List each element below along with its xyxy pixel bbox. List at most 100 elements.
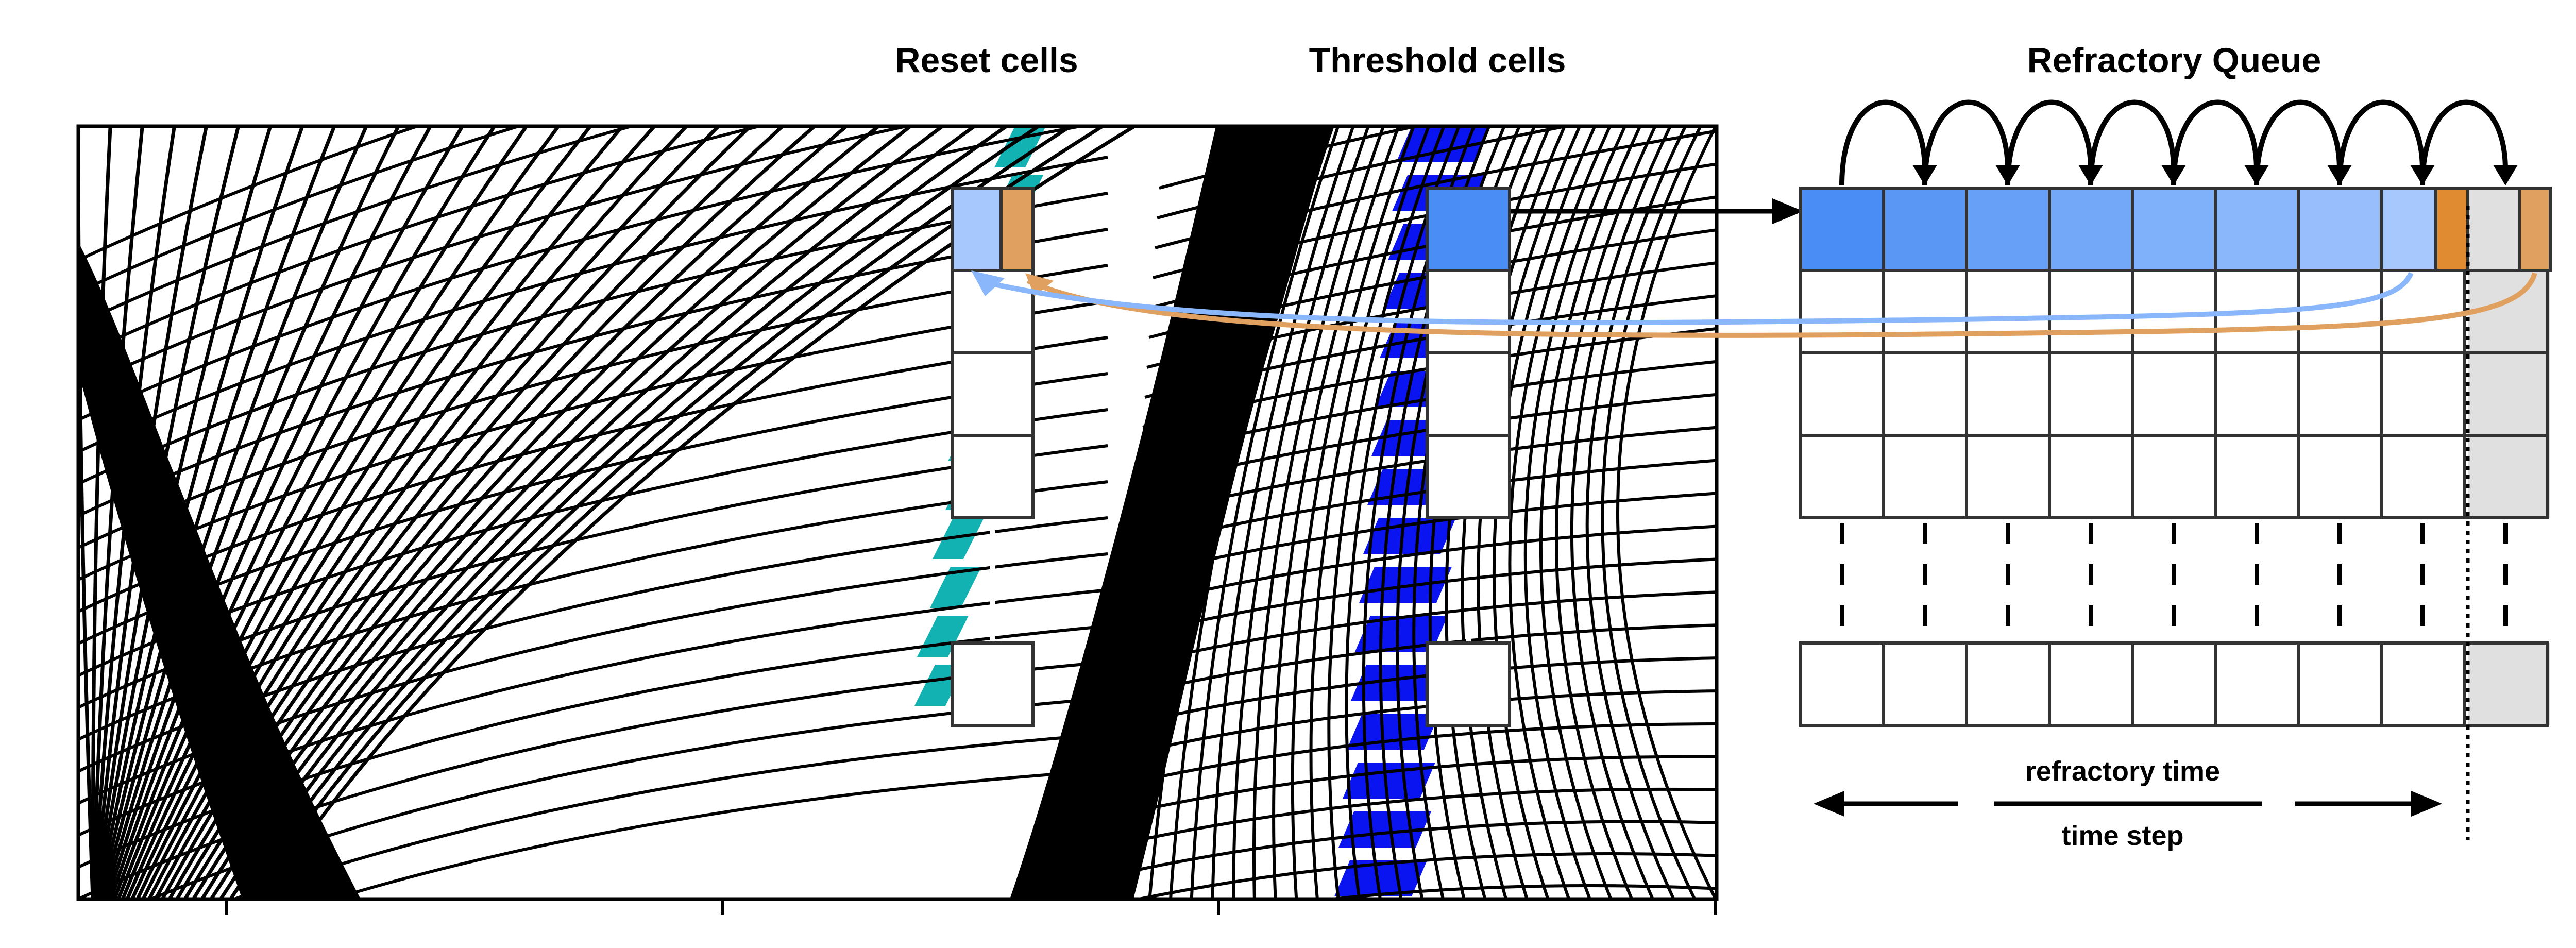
threshold-highlight-cell (1359, 567, 1452, 603)
queue-cell (2131, 641, 2217, 727)
blue-arrowhead (971, 270, 1005, 296)
threshold-cell (1426, 269, 1511, 354)
mesh-curve (130, 126, 624, 899)
queue-cell (1882, 269, 1968, 354)
curved-arrow-icon (2005, 99, 2093, 186)
queue-cell (2214, 351, 2300, 437)
mesh-cross-curve (78, 588, 1108, 837)
queue-cell (2380, 269, 2466, 354)
mesh-curve (116, 126, 528, 899)
mesh-cross-curve (78, 126, 422, 262)
mesh-cross-curve (78, 126, 637, 326)
queue-shift-arrows (1839, 99, 2518, 186)
queue-cell (1965, 434, 2051, 519)
left-arrow-icon (1814, 791, 1844, 817)
curved-arrow-icon (2171, 99, 2259, 186)
reset-cell (951, 641, 1035, 727)
queue-cell (1965, 641, 2051, 727)
queue-cell (1965, 351, 2051, 437)
queue-cell (2463, 641, 2549, 727)
queue-cell (2214, 434, 2300, 519)
gray-column-bottom (2468, 643, 2550, 725)
mesh-curve (1345, 126, 1461, 899)
mesh-curve (1232, 126, 1370, 899)
queue-cell (2048, 269, 2134, 354)
queue-cell (1882, 351, 1968, 437)
curved-arrow-icon (2088, 99, 2176, 186)
reset-highlight-cell (930, 567, 981, 608)
curved-arrow-icon (2420, 99, 2508, 186)
reset-highlight-cell (933, 518, 984, 559)
mesh-curve (219, 126, 1008, 899)
refractory-time-label: refractory time (2025, 756, 2220, 787)
reset-cell-active (951, 187, 1003, 272)
queue-head-cell (2214, 187, 2300, 272)
queue-head-cell (1799, 187, 1885, 272)
refractory-time-annotation: refractory time time step (1814, 756, 2442, 851)
queue-head-cell (1965, 187, 2051, 272)
mesh-cross-curve (1113, 787, 1717, 847)
mesh-cross-curve (1318, 884, 1717, 899)
queue-cell (2380, 641, 2466, 727)
mesh-curve (1601, 126, 1702, 899)
reset-cell (951, 351, 1035, 437)
mesh-curve (239, 126, 1072, 899)
queue-cell (1799, 641, 1885, 727)
right-arrow-icon (2411, 791, 2442, 817)
refractory-queue-title: Refractory Queue (2027, 41, 2321, 80)
curved-arrow-icon (2254, 99, 2342, 186)
mesh-cross-curve (78, 264, 1108, 549)
mesh-cross-curve (1117, 722, 1717, 787)
queue-cell (2463, 434, 2549, 519)
mesh-cross-curve (1120, 689, 1717, 757)
queue-head-cell (2048, 187, 2134, 272)
mesh-cross-curve (78, 228, 1108, 517)
mesh-panel-border (76, 124, 1719, 901)
mesh-cross-curve (78, 126, 913, 390)
right-arrow-icon (1772, 198, 1803, 224)
queue-cell (2380, 351, 2466, 437)
threshold-cell (1426, 434, 1511, 519)
curved-arrow-icon (1839, 99, 1927, 186)
mesh-cross-curve (327, 769, 1108, 899)
queue-cell (2048, 434, 2134, 519)
arrowhead (2493, 165, 2518, 185)
queue-cell (1965, 269, 2051, 354)
mesh-cross-curve (1122, 656, 1717, 727)
mesh-cross-curve (78, 300, 1108, 581)
queue-continuation-dashes (1840, 523, 2508, 641)
queue-cell (1882, 434, 1968, 519)
queue-cell (2297, 269, 2383, 354)
queue-cell (2297, 351, 2383, 437)
mesh-curve (1616, 126, 1717, 899)
queue-cell (2297, 641, 2383, 727)
mesh-cross-curve (147, 697, 1108, 899)
mesh-curve (91, 126, 112, 899)
queue-cell (2131, 351, 2217, 437)
queue-cell (1799, 434, 1885, 519)
mesh-cross-curve (230, 733, 1108, 899)
reset-cell (951, 434, 1035, 519)
queue-cell (2380, 434, 2466, 519)
left-dense-band (78, 242, 361, 899)
queue-cell (2048, 641, 2134, 727)
queue-cell (1882, 641, 1968, 727)
mesh-cross-curve (78, 661, 1108, 899)
mesh-cross-curve (1130, 524, 1717, 608)
mesh-cross-curve (78, 156, 1108, 453)
mesh-curve (1523, 126, 1626, 899)
queue-cell (1799, 269, 1885, 354)
threshold-cells-title: Threshold cells (1309, 41, 1566, 80)
mesh-cross-curve (78, 624, 1108, 869)
mesh-cross-curve (1128, 557, 1717, 638)
center-dense-band (1010, 126, 1334, 899)
queue-head-cell (1882, 187, 1968, 272)
refractory-queue-grid (1799, 99, 2552, 840)
blue-feedback-arrow (978, 272, 2414, 326)
mesh-cross-curve (78, 126, 766, 358)
mesh-curve (1555, 126, 1657, 899)
mesh-curve (109, 126, 464, 899)
queue-head-cell (2131, 187, 2217, 272)
queue-orange-dark (2434, 187, 2469, 272)
